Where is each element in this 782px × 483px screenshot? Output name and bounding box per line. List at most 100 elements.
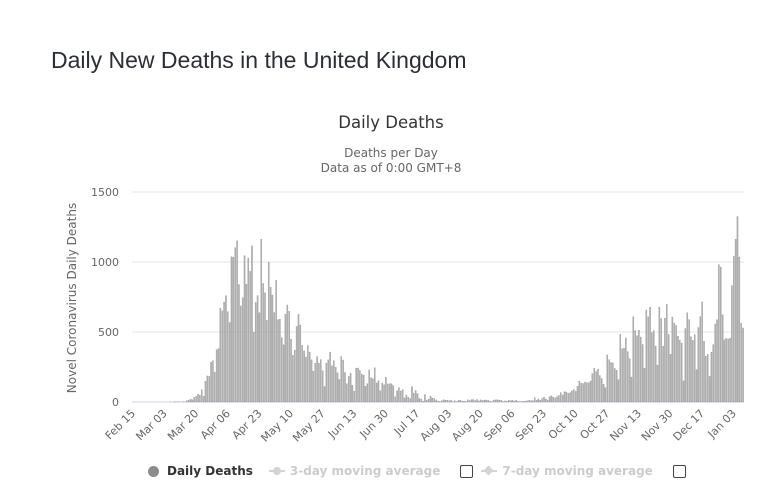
bar[interactable]: [535, 400, 538, 403]
bar[interactable]: [321, 370, 324, 403]
bar[interactable]: [662, 346, 664, 403]
bar[interactable]: [346, 383, 348, 403]
bar[interactable]: [295, 326, 298, 403]
bar[interactable]: [361, 373, 363, 403]
bar[interactable]: [682, 380, 685, 403]
bar[interactable]: [422, 400, 424, 403]
bar[interactable]: [615, 370, 618, 403]
bar[interactable]: [515, 400, 517, 403]
bar[interactable]: [707, 354, 709, 403]
bar[interactable]: [236, 240, 238, 403]
bar[interactable]: [340, 356, 342, 403]
bar[interactable]: [433, 398, 436, 403]
bar[interactable]: [576, 386, 579, 403]
bar[interactable]: [450, 399, 452, 403]
bar[interactable]: [563, 391, 566, 403]
bar[interactable]: [186, 400, 188, 403]
bar[interactable]: [267, 261, 270, 403]
bar[interactable]: [565, 391, 568, 403]
bar[interactable]: [320, 359, 322, 403]
bar[interactable]: [584, 381, 586, 403]
bar[interactable]: [427, 398, 430, 403]
bar[interactable]: [468, 400, 471, 403]
bar[interactable]: [188, 399, 190, 403]
bar[interactable]: [225, 295, 227, 403]
bar[interactable]: [478, 400, 480, 403]
bar[interactable]: [204, 380, 207, 403]
bar[interactable]: [398, 387, 400, 403]
bar[interactable]: [467, 399, 469, 403]
bar[interactable]: [407, 396, 409, 403]
bar[interactable]: [604, 387, 607, 403]
bar[interactable]: [511, 399, 514, 403]
bar[interactable]: [381, 382, 383, 403]
bar[interactable]: [303, 350, 305, 403]
bar[interactable]: [721, 314, 724, 403]
bar[interactable]: [653, 330, 655, 403]
bar[interactable]: [286, 304, 289, 403]
bar[interactable]: [444, 400, 447, 403]
bar[interactable]: [199, 395, 201, 403]
bar[interactable]: [602, 384, 605, 403]
bar[interactable]: [496, 399, 499, 403]
bar[interactable]: [197, 394, 199, 403]
bar[interactable]: [245, 283, 248, 403]
bar[interactable]: [305, 356, 307, 403]
bar[interactable]: [355, 367, 357, 403]
bar[interactable]: [534, 397, 536, 403]
bar[interactable]: [718, 264, 720, 403]
bar[interactable]: [275, 280, 277, 403]
bar[interactable]: [651, 332, 653, 403]
bar[interactable]: [552, 397, 555, 403]
bar[interactable]: [202, 396, 205, 403]
bar[interactable]: [640, 336, 642, 403]
bar[interactable]: [679, 339, 681, 403]
bar[interactable]: [649, 307, 651, 403]
bar[interactable]: [388, 383, 391, 403]
bar[interactable]: [543, 397, 545, 403]
bar[interactable]: [279, 319, 281, 403]
bar[interactable]: [431, 397, 434, 403]
bar[interactable]: [628, 358, 631, 403]
bar[interactable]: [692, 340, 694, 403]
bar[interactable]: [193, 397, 196, 403]
bar[interactable]: [234, 247, 236, 403]
bar[interactable]: [731, 285, 733, 403]
bar[interactable]: [560, 392, 562, 403]
bar[interactable]: [446, 400, 449, 403]
bar[interactable]: [331, 365, 333, 403]
bar[interactable]: [230, 256, 233, 403]
bar[interactable]: [318, 362, 320, 403]
bar[interactable]: [632, 316, 635, 403]
bar[interactable]: [550, 395, 553, 403]
bar[interactable]: [316, 356, 318, 403]
bar[interactable]: [608, 359, 610, 403]
bar[interactable]: [392, 385, 395, 403]
bar[interactable]: [733, 256, 735, 403]
bar[interactable]: [547, 399, 549, 403]
bar[interactable]: [253, 332, 255, 403]
bar[interactable]: [383, 384, 385, 403]
bar[interactable]: [573, 389, 575, 403]
bar[interactable]: [334, 367, 337, 403]
bar[interactable]: [258, 312, 261, 403]
bar[interactable]: [494, 399, 497, 403]
bar[interactable]: [613, 368, 616, 403]
bar[interactable]: [401, 389, 404, 403]
bar[interactable]: [288, 310, 290, 403]
bar[interactable]: [232, 257, 235, 403]
bar[interactable]: [712, 344, 715, 403]
bar[interactable]: [379, 390, 382, 403]
bar-series-daily-deaths[interactable]: [169, 216, 744, 403]
bar[interactable]: [228, 322, 231, 403]
bar[interactable]: [206, 375, 209, 403]
bar[interactable]: [636, 335, 638, 403]
bar[interactable]: [690, 336, 692, 403]
bar[interactable]: [370, 377, 372, 403]
bar[interactable]: [357, 367, 359, 403]
bar[interactable]: [440, 400, 443, 403]
bar[interactable]: [591, 373, 594, 403]
bar[interactable]: [243, 255, 246, 403]
bar[interactable]: [548, 396, 551, 403]
bar[interactable]: [524, 401, 527, 403]
